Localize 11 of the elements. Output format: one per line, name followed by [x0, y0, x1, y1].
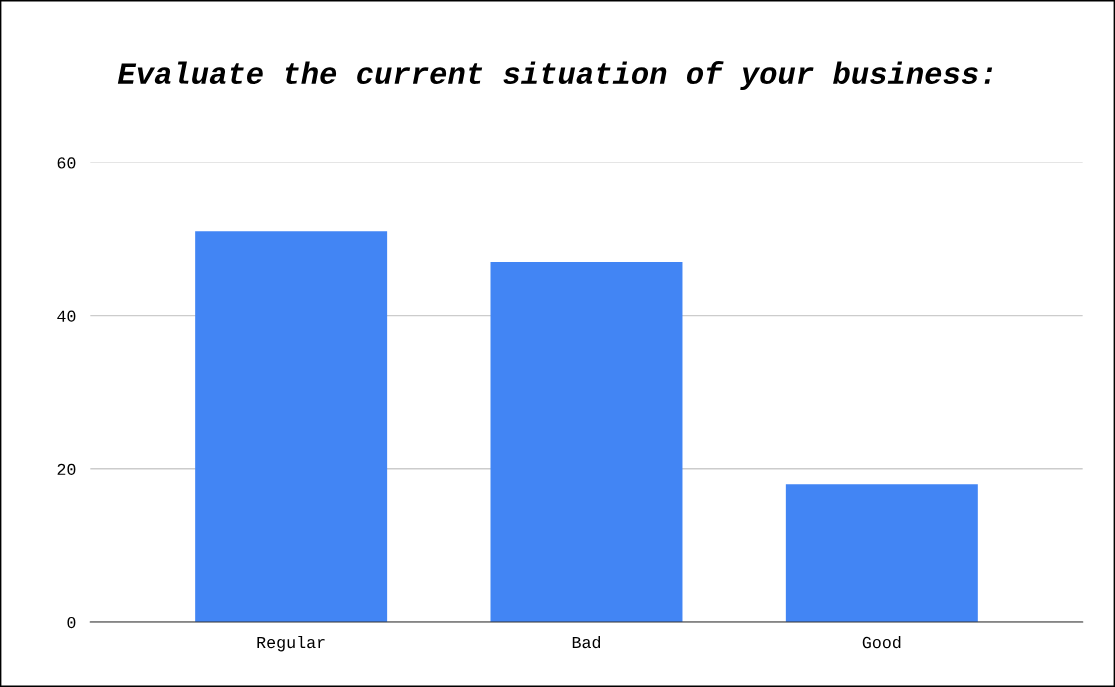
bar: [785, 484, 978, 623]
bar: [490, 261, 683, 623]
y-tick-label: 20: [57, 463, 76, 476]
x-tick-label: Good: [862, 635, 901, 649]
x-tick-label: Bad: [572, 635, 601, 649]
x-tick-label: Regular: [257, 635, 325, 652]
chart-title: Evaluate the current situation of your business:: [117, 61, 993, 91]
y-tick-label: 40: [57, 310, 76, 322]
bar: [195, 231, 388, 623]
y-tick-label: 60: [57, 157, 76, 169]
y-tick-label: 0: [67, 616, 76, 629]
